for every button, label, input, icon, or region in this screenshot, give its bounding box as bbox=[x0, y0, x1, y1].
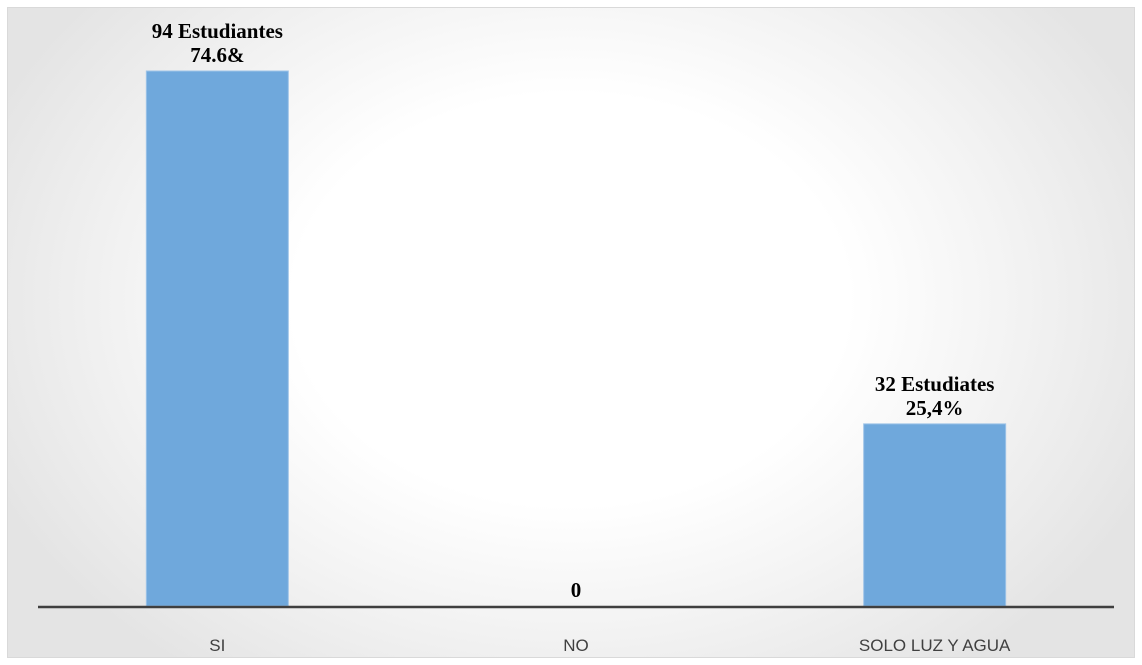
data-labels: 94 Estudiantes 74.6&0 32 Estudiates 25,4% bbox=[152, 19, 995, 602]
data-label-line: 74.6& bbox=[190, 43, 244, 67]
data-label-solo-luz-y-agua: 32 Estudiates 25,4% bbox=[875, 372, 995, 420]
x-tick-label-solo-luz-y-agua: SOLO LUZ Y AGUA bbox=[859, 636, 1011, 655]
data-label-si: 94 Estudiantes 74.6& bbox=[152, 19, 283, 67]
data-label-line: 94 Estudiantes bbox=[152, 19, 283, 43]
data-label-line: 25,4% bbox=[906, 396, 964, 420]
data-label-no: 0 bbox=[571, 578, 582, 602]
bar-chart: 94 Estudiantes 74.6&0 32 Estudiates 25,4% SI… bbox=[38, 19, 1114, 655]
bar-solo-luz-y-agua[interactable] bbox=[863, 423, 1007, 607]
x-tick-label-si: SI bbox=[209, 636, 225, 655]
data-label-line: 32 Estudiates bbox=[875, 372, 995, 396]
bar-si[interactable] bbox=[145, 70, 289, 607]
x-axis-tick-labels: SI NO SOLO LUZ Y AGUA bbox=[209, 636, 1011, 655]
data-label-line: 0 bbox=[571, 578, 582, 602]
chart-frame: 94 Estudiantes 74.6& 0 32 Estudiates 25,4% SI… bbox=[7, 7, 1135, 658]
x-tick-label-no: NO bbox=[563, 636, 589, 655]
bars bbox=[145, 70, 1007, 607]
